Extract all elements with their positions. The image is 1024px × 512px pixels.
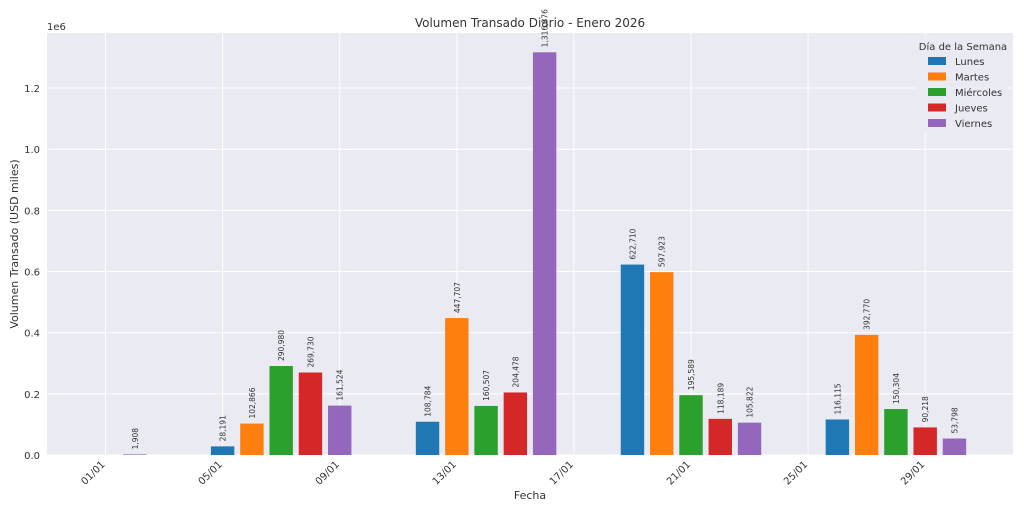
legend: Día de la Semana Lunes Martes Miércoles Jue… bbox=[916, 36, 1008, 132]
legend-entry-label: Lunes bbox=[955, 57, 984, 68]
bar-value-label: 392,770 bbox=[863, 299, 872, 330]
legend-entry-label: Martes bbox=[955, 73, 989, 84]
bar-value-label: 269,730 bbox=[306, 336, 315, 367]
y-tick-label: 0.2 bbox=[24, 390, 40, 401]
bar bbox=[825, 419, 850, 455]
legend-box bbox=[916, 36, 1008, 132]
bar bbox=[884, 409, 908, 455]
y-tick-label: 0.0 bbox=[24, 451, 40, 462]
y-tick-label: 0.8 bbox=[24, 206, 40, 217]
bar-value-label: 622,710 bbox=[628, 228, 637, 259]
y-axis: 0.0 0.2 0.4 0.6 0.8 1.0 1.2 bbox=[24, 84, 40, 462]
bar bbox=[415, 421, 440, 455]
bar-value-label: 204,478 bbox=[511, 356, 520, 387]
legend-swatch bbox=[928, 88, 946, 96]
bar bbox=[269, 366, 293, 455]
bar-value-label: 53,798 bbox=[950, 407, 959, 433]
y-tick-label: 1.2 bbox=[24, 84, 40, 95]
gridlines bbox=[47, 33, 1013, 456]
bar-value-label: 105,822 bbox=[746, 386, 755, 417]
legend-title: Día de la Semana bbox=[919, 41, 1007, 53]
plot-area bbox=[47, 33, 1013, 455]
bar-value-label: 1,316,876 bbox=[541, 9, 550, 47]
legend-entry-label: Miércoles bbox=[955, 87, 1002, 99]
bar bbox=[298, 372, 323, 455]
legend-swatch bbox=[928, 119, 946, 127]
bar-value-label: 90,218 bbox=[921, 396, 930, 422]
y-tick-label: 1.0 bbox=[24, 145, 40, 156]
chart-title: Volumen Transado Diario - Enero 2026 bbox=[415, 16, 645, 30]
bar bbox=[240, 423, 264, 455]
legend-entry-label: Viernes bbox=[955, 119, 992, 130]
bar bbox=[913, 427, 937, 455]
bar-value-label: 195,589 bbox=[687, 359, 696, 390]
bar-value-label: 116,115 bbox=[833, 383, 842, 414]
legend-swatch bbox=[928, 103, 946, 112]
bar-labels: 1,908 28,191 102,866 290,980 269,730 161,524 1… bbox=[131, 9, 960, 450]
legend-swatch bbox=[928, 72, 946, 81]
bar bbox=[942, 438, 967, 455]
bar-value-label: 161,524 bbox=[336, 369, 345, 400]
legend-entries: Lunes Martes Miércoles Jueves Viernes bbox=[928, 57, 1002, 130]
bar-value-label: 108,784 bbox=[424, 385, 433, 416]
bars bbox=[123, 52, 967, 456]
bar bbox=[737, 422, 762, 455]
bar bbox=[503, 392, 528, 455]
bar bbox=[532, 52, 557, 456]
bar bbox=[123, 454, 147, 455]
bar bbox=[210, 446, 235, 455]
bar-value-label: 102,866 bbox=[248, 387, 257, 418]
bar-value-label: 290,980 bbox=[277, 330, 286, 361]
bar-value-label: 150,304 bbox=[892, 373, 901, 404]
legend-entry-label: Jueves bbox=[954, 104, 988, 115]
x-axis-label: Fecha bbox=[514, 489, 546, 502]
y-axis-label: Volumen Transado (USD miles) bbox=[8, 159, 21, 328]
bar-value-label: 118,189 bbox=[716, 383, 725, 414]
bar bbox=[445, 318, 469, 455]
bar bbox=[679, 395, 703, 455]
bar-value-label: 160,507 bbox=[482, 370, 491, 401]
bar bbox=[708, 418, 732, 455]
bar-value-label: 1,908 bbox=[131, 428, 140, 450]
bar bbox=[474, 405, 498, 455]
bar bbox=[854, 334, 879, 455]
y-multiplier: 1e6 bbox=[47, 22, 66, 33]
bar-value-label: 28,191 bbox=[219, 415, 228, 441]
bar bbox=[328, 405, 352, 455]
bar bbox=[650, 272, 674, 455]
bar bbox=[620, 264, 645, 455]
bar-value-label: 597,923 bbox=[658, 236, 667, 267]
bar-value-label: 447,707 bbox=[453, 282, 462, 313]
y-tick-label: 0.4 bbox=[24, 329, 40, 340]
y-tick-label: 0.6 bbox=[24, 268, 40, 279]
legend-swatch bbox=[928, 57, 946, 65]
